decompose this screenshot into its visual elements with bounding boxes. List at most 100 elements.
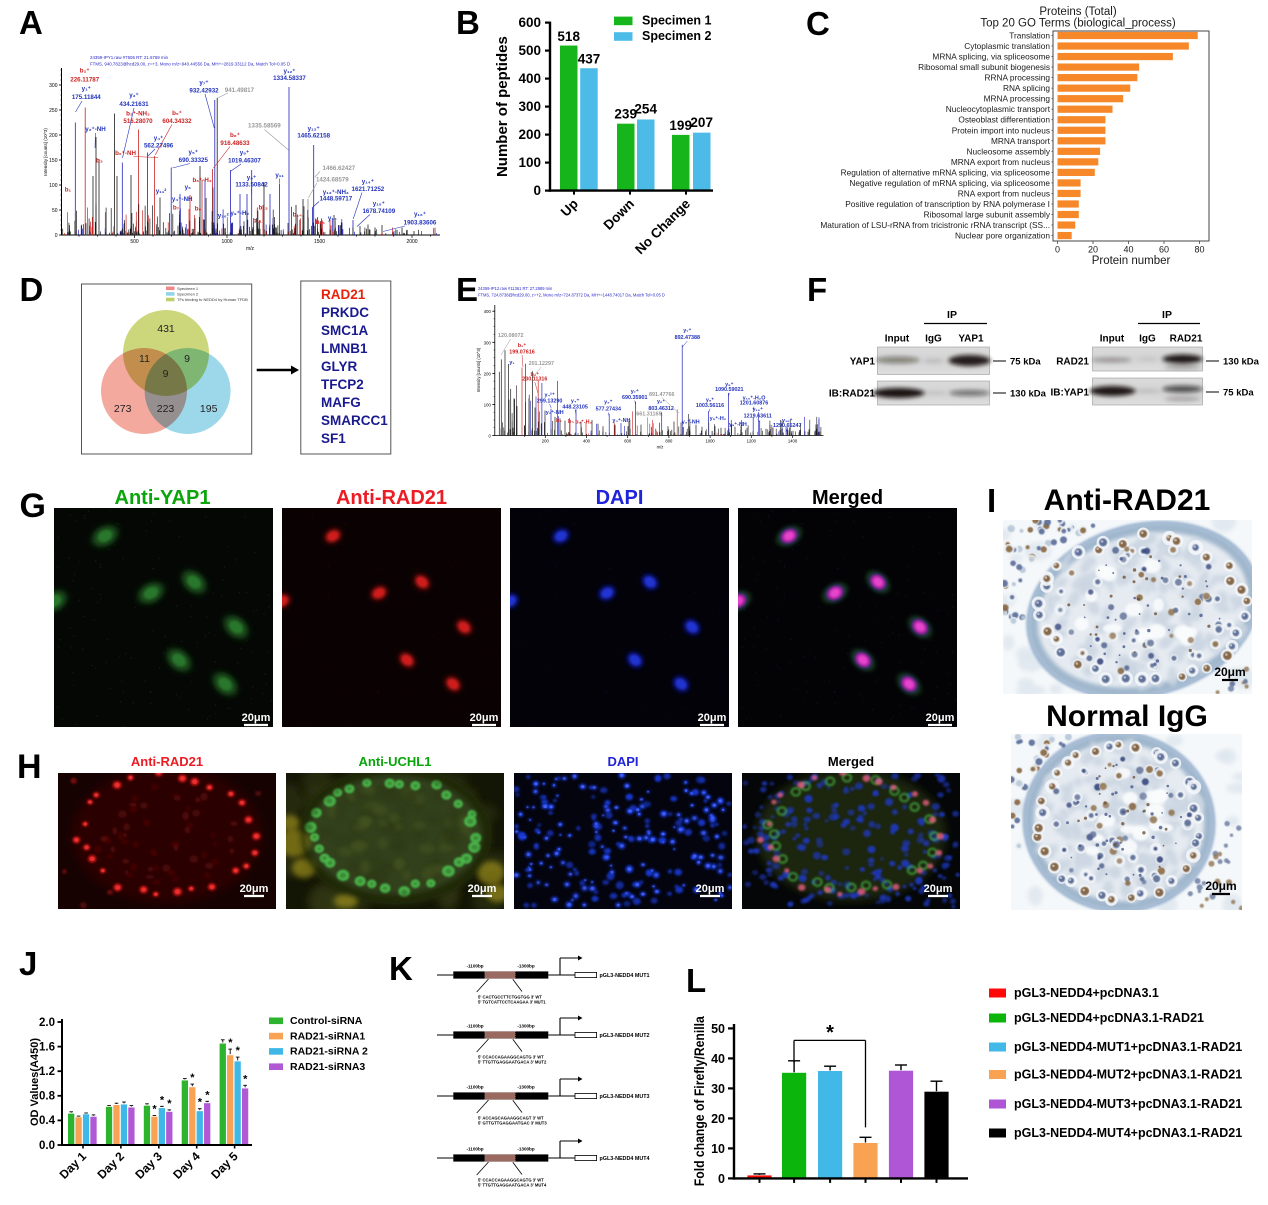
svg-text:y₁₂⁺: y₁₂⁺ xyxy=(283,68,295,75)
svg-text:y₄⁺: y₄⁺ xyxy=(154,135,164,142)
svg-text:2000: 2000 xyxy=(406,239,417,245)
svg-text:1201.60876: 1201.60876 xyxy=(740,401,768,407)
svg-text:299.13290: 299.13290 xyxy=(537,398,562,404)
svg-text:b₇: b₇ xyxy=(173,204,180,211)
svg-text:Anti-YAP1: Anti-YAP1 xyxy=(115,487,211,509)
svg-text:24359-IP12.raw #11361 RT: 2: 24359-IP12.raw #11361 RT: 27.2889 min xyxy=(478,286,553,291)
svg-text:y₅⁺: y₅⁺ xyxy=(604,400,612,406)
svg-text:Positive regulation of transcr: Positive regulation of transcription by … xyxy=(845,199,1050,209)
svg-text:80: 80 xyxy=(1194,245,1204,255)
svg-text:1.6: 1.6 xyxy=(39,1041,55,1053)
svg-text:100: 100 xyxy=(484,402,492,407)
svg-text:L: L xyxy=(686,962,706,999)
svg-text:Input: Input xyxy=(885,334,910,345)
svg-text:100: 100 xyxy=(518,155,541,170)
svg-text:60: 60 xyxy=(1159,245,1169,255)
svg-text:b₅: b₅ xyxy=(568,419,574,425)
svg-text:175.11844: 175.11844 xyxy=(72,94,101,101)
svg-text:1903.83606: 1903.83606 xyxy=(404,220,437,227)
svg-text:TFCP2: TFCP2 xyxy=(321,377,364,392)
svg-text:5' GTTGTTGAGGAATGAC 3' MUT3: 5' GTTGTTGAGGAATGAC 3' MUT3 xyxy=(478,1120,547,1125)
svg-text:Osteoblast differentiation: Osteoblast differentiation xyxy=(958,115,1050,125)
svg-text:IB:RAD21: IB:RAD21 xyxy=(829,389,876,400)
svg-text:RAD21-siRNA1: RAD21-siRNA1 xyxy=(290,1030,365,1042)
svg-text:IP: IP xyxy=(947,309,957,321)
svg-text:803.46312: 803.46312 xyxy=(648,406,673,412)
svg-text:199: 199 xyxy=(669,118,692,133)
svg-text:y₃⁺: y₃⁺ xyxy=(129,92,139,99)
svg-text:916.48633: 916.48633 xyxy=(220,140,250,147)
svg-text:437: 437 xyxy=(578,52,601,67)
svg-text:Anti-RAD21: Anti-RAD21 xyxy=(131,754,203,769)
svg-text:y₁⁺: y₁⁺ xyxy=(82,85,91,92)
svg-text:Protein number: Protein number xyxy=(1092,255,1171,267)
svg-text:941.49817: 941.49817 xyxy=(225,87,255,94)
svg-text:y₁₅⁺: y₁₅⁺ xyxy=(373,200,385,207)
svg-text:690.33325: 690.33325 xyxy=(179,157,209,164)
svg-text:Cytoplasmic translation: Cytoplasmic translation xyxy=(964,41,1050,51)
svg-text:5' CACTGCCTTCTGGTGG 3' WT: 5' CACTGCCTTCTGGTGG 3' WT xyxy=(478,995,542,1000)
svg-text:y₁₁: y₁₁ xyxy=(275,172,284,179)
svg-text:11: 11 xyxy=(139,353,150,365)
svg-text:y₁₆⁺: y₁₆⁺ xyxy=(414,211,426,218)
svg-text:pGL3-NEDD4 MUT1: pGL3-NEDD4 MUT1 xyxy=(600,973,650,979)
svg-text:600: 600 xyxy=(624,439,632,444)
svg-text:b₂⁺: b₂⁺ xyxy=(80,68,90,75)
svg-text:-1300bp: -1300bp xyxy=(517,1085,535,1090)
svg-text:20μm: 20μm xyxy=(240,883,269,895)
svg-text:300: 300 xyxy=(49,83,58,89)
svg-text:50: 50 xyxy=(711,1022,725,1036)
svg-text:G: G xyxy=(20,487,46,525)
svg-text:*: * xyxy=(198,1097,203,1109)
svg-text:Maturation of LSU-rRNA from tr: Maturation of LSU-rRNA from tricistronic… xyxy=(820,220,1050,230)
svg-text:MRNA export from nucleus: MRNA export from nucleus xyxy=(951,157,1050,167)
svg-text:Normal IgG: Normal IgG xyxy=(1046,700,1208,733)
svg-text:*: * xyxy=(205,1089,210,1101)
svg-text:y₂⁺-NH: y₂⁺-NH xyxy=(546,410,564,416)
svg-text:1.2: 1.2 xyxy=(39,1066,55,1078)
svg-text:24359-IPY1.raw #7506 RT: 21: 24359-IPY1.raw #7506 RT: 21.6769 min xyxy=(90,55,169,60)
svg-text:Specimen 1: Specimen 1 xyxy=(642,14,712,28)
svg-text:PRKDC: PRKDC xyxy=(321,305,369,320)
svg-text:D: D xyxy=(20,271,44,308)
svg-text:223: 223 xyxy=(157,403,175,415)
svg-text:pGL3-NEDD4-MUT2+pcDNA3.1-RAD21: pGL3-NEDD4-MUT2+pcDNA3.1-RAD21 xyxy=(1014,1068,1242,1082)
svg-text:Anti-UCHL1: Anti-UCHL1 xyxy=(359,754,432,769)
svg-text:b₈⁺: b₈⁺ xyxy=(230,132,240,139)
svg-text:577.27434: 577.27434 xyxy=(596,407,621,413)
svg-text:*: * xyxy=(152,1103,157,1115)
svg-text:932.42932: 932.42932 xyxy=(189,88,219,95)
svg-text:150: 150 xyxy=(49,158,58,164)
svg-text:1334.58337: 1334.58337 xyxy=(273,75,306,82)
svg-text:MRNA splicing, via spliceosome: MRNA splicing, via spliceosome xyxy=(932,52,1050,62)
svg-text:b₁₅: b₁₅ xyxy=(316,219,325,226)
svg-text:891.47766: 891.47766 xyxy=(649,392,674,398)
svg-text:20μm: 20μm xyxy=(696,883,725,895)
svg-text:H: H xyxy=(17,748,42,786)
svg-text:pGL3-NEDD4 MUT4: pGL3-NEDD4 MUT4 xyxy=(600,1156,650,1162)
svg-text:y₁₃⁺-NH₃: y₁₃⁺-NH₃ xyxy=(323,189,349,196)
svg-text:*: * xyxy=(228,1037,233,1049)
svg-text:1466.62427: 1466.62427 xyxy=(323,165,356,172)
svg-text:b₃⁺-NH₃: b₃⁺-NH₃ xyxy=(126,110,150,117)
svg-text:Proteins (Total): Proteins (Total) xyxy=(1039,6,1117,18)
svg-text:RNA export from nucleus: RNA export from nucleus xyxy=(958,188,1050,198)
svg-text:518: 518 xyxy=(557,29,580,44)
svg-text:200: 200 xyxy=(518,127,541,142)
svg-text:y₉⁺-H₂: y₉⁺-H₂ xyxy=(230,210,249,217)
svg-text:75 kDa: 75 kDa xyxy=(1010,357,1041,368)
svg-text:195: 195 xyxy=(200,403,218,415)
svg-text:pGL3-NEDD4+pcDNA3.1-RAD21: pGL3-NEDD4+pcDNA3.1-RAD21 xyxy=(1014,1011,1204,1025)
svg-text:FTMS, 940.7823@hcd29.00, z=+3,: FTMS, 940.7823@hcd29.00, z=+3, Mono m/z=… xyxy=(90,62,290,67)
svg-text:5' ACCAGCAGAAGGCAGT 3' WT: 5' ACCAGCAGAAGGCAGT 3' WT xyxy=(478,1116,544,1121)
svg-text:5' CCACCAGAAGGCAGTG 3' WT: 5' CCACCAGAAGGCAGTG 3' WT xyxy=(478,1055,544,1060)
svg-text:b₅⁺-H₂: b₅⁺-H₂ xyxy=(575,419,592,425)
svg-text:pGL3-NEDD4-MUT4+pcDNA3.1-RAD21: pGL3-NEDD4-MUT4+pcDNA3.1-RAD21 xyxy=(1014,1126,1242,1140)
svg-text:y₄²⁺: y₄²⁺ xyxy=(544,393,554,399)
svg-text:b₁₃: b₁₃ xyxy=(258,204,267,211)
svg-text:1678.74109: 1678.74109 xyxy=(362,208,395,215)
svg-text:Nucleosome assembly: Nucleosome assembly xyxy=(967,146,1051,156)
svg-text:y₉⁺-NH: y₉⁺-NH xyxy=(729,422,747,428)
svg-text:0: 0 xyxy=(55,233,58,239)
svg-text:y₄⁺-NH: y₄⁺-NH xyxy=(612,418,630,424)
